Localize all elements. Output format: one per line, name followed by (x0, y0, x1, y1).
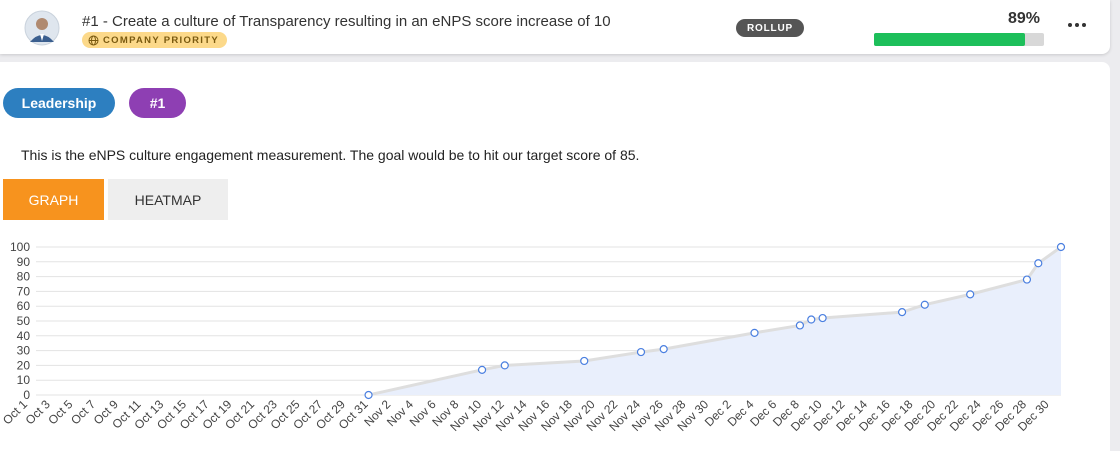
globe-icon (88, 35, 99, 45)
y-tick-label: 40 (17, 329, 31, 343)
x-tick-label: Oct 5 (45, 397, 75, 427)
y-tick-label: 20 (17, 358, 31, 372)
y-tick-label: 60 (17, 299, 31, 313)
tag[interactable]: #1 (129, 88, 186, 118)
progress-fill (874, 33, 1026, 46)
more-menu[interactable] (1066, 20, 1088, 30)
point (750, 328, 759, 337)
tag[interactable]: Leadership (3, 88, 115, 118)
header-card: #1 - Create a culture of Transparency re… (0, 0, 1110, 54)
point (477, 365, 487, 374)
y-tick-label: 70 (17, 284, 31, 298)
y-tick-label: 80 (17, 270, 31, 284)
point (966, 290, 975, 299)
avatar[interactable] (24, 10, 60, 46)
description: This is the eNPS culture engagement meas… (21, 147, 640, 163)
point (1034, 259, 1043, 268)
point (500, 361, 509, 370)
point (636, 347, 646, 357)
y-tick-label: 50 (17, 314, 31, 328)
y-tick-label: 10 (17, 373, 31, 387)
line (368, 245, 1062, 397)
progress-track (874, 33, 1044, 46)
point (920, 300, 929, 309)
point (1056, 242, 1066, 252)
point (580, 356, 589, 366)
point (897, 308, 907, 317)
point (795, 321, 805, 330)
title: #1 - Create a culture of Transparency re… (82, 13, 611, 30)
rollup-badge[interactable]: ROLLUP (736, 19, 804, 37)
point (818, 313, 827, 323)
tab-graph[interactable]: GRAPH (3, 179, 104, 220)
x-tick-label: Oct 7 (68, 397, 98, 427)
point (1022, 275, 1032, 284)
y-tick-label: 30 (17, 344, 31, 358)
point (364, 390, 373, 400)
progress-label: 89% (1007, 10, 1040, 27)
y-tick-label: 0 (23, 388, 30, 402)
point (807, 315, 816, 324)
priority-badge: COMPANY PRIORITY (82, 32, 227, 48)
y-tick-label: 100 (10, 240, 30, 254)
y-tick-label: 90 (17, 255, 31, 269)
area (368, 247, 1061, 395)
point (659, 345, 668, 354)
badge-text: COMPANY PRIORITY (103, 34, 219, 46)
tab-heatmap[interactable]: HEATMAP (108, 179, 228, 220)
